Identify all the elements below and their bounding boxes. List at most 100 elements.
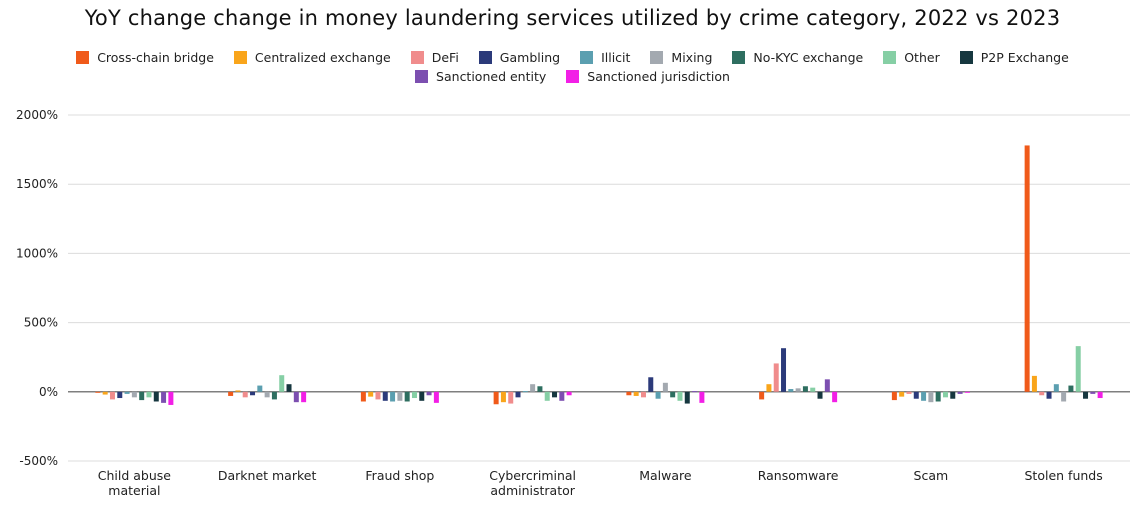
bar[interactable] [766,384,772,392]
bar[interactable] [817,391,823,399]
bar[interactable] [928,391,934,403]
bar[interactable] [139,391,145,401]
bar[interactable] [397,391,403,401]
bar[interactable] [168,391,174,405]
bar[interactable] [824,379,830,392]
bar[interactable] [530,384,536,392]
bar[interactable] [433,391,439,403]
legend-swatch [76,51,90,64]
bar[interactable] [906,391,912,394]
bar[interactable] [942,391,948,398]
bar[interactable] [1068,385,1074,392]
bar[interactable] [124,391,130,394]
bar[interactable] [1083,391,1089,399]
bar[interactable] [832,391,838,403]
bar[interactable] [633,391,639,396]
legend-item[interactable]: No-KYC exchange [732,50,863,65]
bar[interactable] [522,391,528,393]
bar[interactable] [360,391,366,402]
bar[interactable] [382,391,388,401]
bar[interactable] [500,391,506,403]
bar[interactable] [286,384,292,392]
bar[interactable] [699,391,705,403]
bar[interactable] [773,363,779,392]
bar[interactable] [1075,346,1081,392]
bar[interactable] [913,391,919,399]
bar[interactable] [368,391,374,397]
bar[interactable] [228,391,234,396]
bar[interactable] [404,391,410,402]
bar[interactable] [692,391,698,393]
legend-item[interactable]: Mixing [650,50,712,65]
bar[interactable] [293,391,299,403]
bar[interactable] [131,391,137,398]
bar[interactable] [1031,375,1037,392]
bar[interactable] [419,391,425,401]
bar[interactable] [640,391,646,398]
bar[interactable] [102,391,108,395]
bar[interactable] [146,391,152,398]
bar[interactable] [684,391,690,404]
bar[interactable] [537,386,543,392]
bar[interactable] [950,391,956,399]
bar[interactable] [921,391,927,401]
bar[interactable] [899,391,905,397]
bar[interactable] [1024,145,1030,392]
bar[interactable] [810,387,816,392]
bar[interactable] [508,391,514,404]
bar[interactable] [670,391,676,398]
bar[interactable] [250,391,256,396]
legend-item[interactable]: Gambling [478,50,560,65]
bar[interactable] [109,391,115,400]
bar[interactable] [153,391,159,402]
bar[interactable] [964,391,970,393]
bar[interactable] [957,391,963,394]
legend-item[interactable]: Other [883,50,940,65]
bar[interactable] [257,385,263,392]
bar[interactable] [1046,391,1052,399]
bar[interactable] [935,391,941,402]
legend-item[interactable]: Cross-chain bridge [76,50,214,65]
bar[interactable] [426,391,432,396]
bar[interactable] [544,391,550,401]
bar[interactable] [566,391,572,396]
bar[interactable] [117,391,123,399]
bar[interactable] [411,391,417,399]
bar[interactable] [552,391,558,398]
bar[interactable] [795,388,801,392]
bar[interactable] [1090,391,1096,394]
bar[interactable] [279,375,285,392]
legend-item[interactable]: Sanctioned entity [415,69,546,84]
bar[interactable] [662,382,668,392]
bar[interactable] [235,390,241,392]
legend-item[interactable]: DeFi [410,50,459,65]
bar[interactable] [264,391,270,398]
bar[interactable] [515,391,521,398]
bar[interactable] [242,391,248,398]
bar[interactable] [1097,391,1103,399]
legend-item[interactable]: Illicit [580,50,630,65]
bar[interactable] [781,348,787,392]
bar[interactable] [301,391,307,403]
legend-item[interactable]: Sanctioned jurisdiction [566,69,730,84]
bar[interactable] [375,391,381,400]
bar[interactable] [891,391,897,401]
legend-item[interactable]: Centralized exchange [233,50,391,65]
bar[interactable] [161,391,167,403]
bar[interactable] [802,386,808,392]
bar[interactable] [1061,391,1067,402]
bar[interactable] [759,391,765,400]
bar[interactable] [655,391,661,399]
bar[interactable] [648,377,654,392]
bar[interactable] [95,391,101,393]
bar[interactable] [390,391,396,402]
bar[interactable] [788,389,794,392]
bar[interactable] [559,391,565,401]
bar[interactable] [677,391,683,401]
bar[interactable] [1053,384,1059,392]
bar[interactable] [1039,391,1045,396]
legend-item[interactable]: P2P Exchange [959,50,1069,65]
bar[interactable] [271,391,277,400]
bar[interactable] [626,391,632,396]
bar[interactable] [493,391,499,405]
